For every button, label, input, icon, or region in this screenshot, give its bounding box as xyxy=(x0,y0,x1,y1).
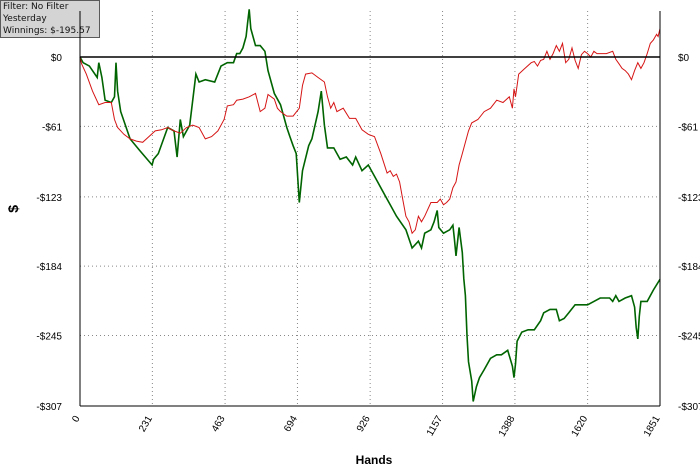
y-tick-label-left: -$307 xyxy=(36,402,62,413)
y-tick-label-left: $0 xyxy=(51,53,63,64)
winnings-label: Winnings: $-195.57 xyxy=(3,26,91,36)
y-tick-label-right: $0 xyxy=(678,53,690,64)
y-axis-title: $ xyxy=(5,205,21,213)
y-tick-label-left: -$123 xyxy=(36,193,62,204)
axis-labels: $0 $0 -$61 -$61 -$123 -$123 -$184 -$184 -$245 -$2… xyxy=(5,53,700,467)
y-tick-label-left: -$245 xyxy=(36,332,62,343)
x-tick-label: 1851 xyxy=(642,414,663,439)
y-tick-label-right: -$307 xyxy=(678,402,700,413)
series-lines xyxy=(79,9,661,402)
y-tick-label-right: -$61 xyxy=(678,122,698,133)
x-axis-title: Hands xyxy=(356,453,393,467)
red-series-line xyxy=(79,28,661,235)
filter-info-box: Filter: No Filter Yesterday Winnings: $-… xyxy=(0,0,100,38)
axes xyxy=(79,11,661,407)
y-tick-label-right: -$245 xyxy=(678,332,700,343)
x-tick-label: 694 xyxy=(282,414,300,434)
grid-lines xyxy=(80,11,661,407)
y-tick-label-right: -$184 xyxy=(678,262,700,273)
x-tick-label: 1388 xyxy=(497,414,518,439)
y-tick-label-left: -$61 xyxy=(42,122,62,133)
x-tick-label: 1157 xyxy=(425,414,445,439)
period-label: Yesterday xyxy=(3,14,47,24)
filter-label: Filter: No Filter xyxy=(3,2,69,12)
x-tick-label: 0 xyxy=(70,414,83,425)
x-tick-label: 463 xyxy=(210,414,228,434)
x-tick-label: 231 xyxy=(137,414,155,434)
green-series-line xyxy=(79,9,661,402)
y-tick-label-left: -$184 xyxy=(36,262,62,273)
y-tick-label-right: -$123 xyxy=(678,193,700,204)
x-tick-label: 1620 xyxy=(570,414,591,439)
x-tick-label: 926 xyxy=(355,414,373,434)
